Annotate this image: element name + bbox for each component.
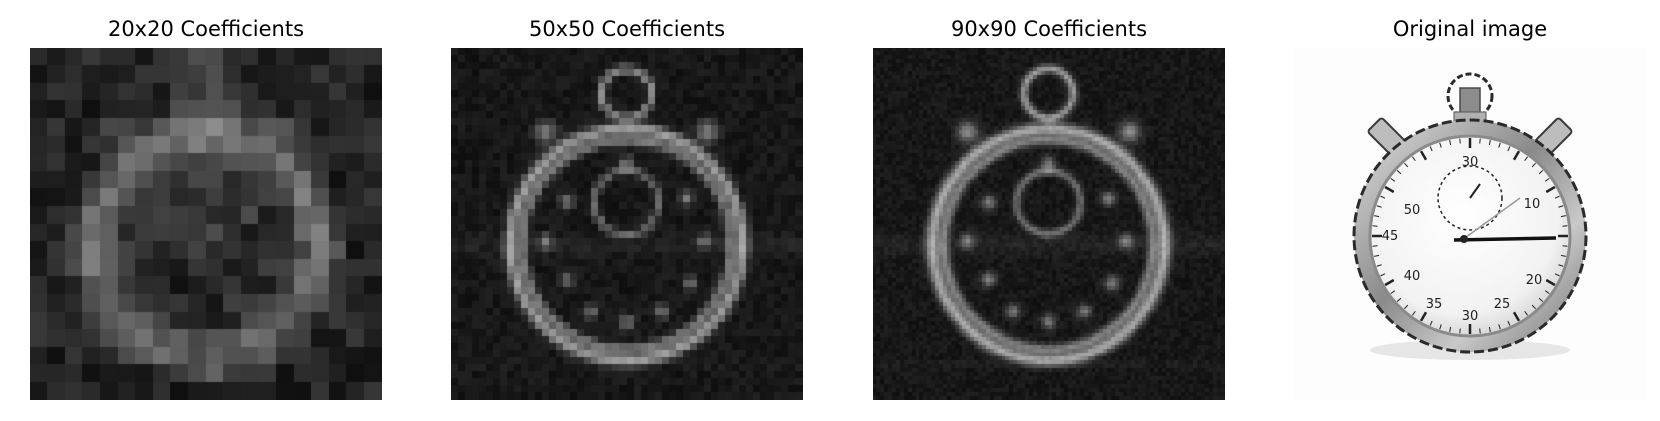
svg-text:45: 45 <box>1382 229 1399 244</box>
reconstruction-50x50-image <box>451 48 803 400</box>
svg-text:35: 35 <box>1426 297 1443 312</box>
svg-text:30: 30 <box>1462 309 1479 324</box>
stopwatch-original-image: 30 50 10 45 40 20 30 35 25 <box>1294 48 1646 400</box>
svg-text:50: 50 <box>1404 203 1421 218</box>
panel-20x20: 20x20 Coefficients <box>30 0 382 421</box>
svg-text:25: 25 <box>1494 297 1511 312</box>
panel-title: 50x50 Coefficients <box>528 17 726 41</box>
panel-title: 20x20 Coefficients <box>107 17 305 41</box>
panel-title: Original image <box>1392 17 1548 41</box>
panel-90x90: 90x90 Coefficients <box>873 0 1225 421</box>
panel-original: Original image <box>1294 0 1646 421</box>
svg-text:40: 40 <box>1404 269 1421 284</box>
panel-50x50: 50x50 Coefficients <box>451 0 803 421</box>
svg-text:30: 30 <box>1462 155 1479 170</box>
reconstruction-90x90-image <box>873 48 1225 400</box>
svg-text:10: 10 <box>1524 197 1541 212</box>
reconstruction-20x20-image <box>30 48 382 400</box>
panel-title: 90x90 Coefficients <box>950 17 1148 41</box>
svg-text:20: 20 <box>1526 273 1543 288</box>
